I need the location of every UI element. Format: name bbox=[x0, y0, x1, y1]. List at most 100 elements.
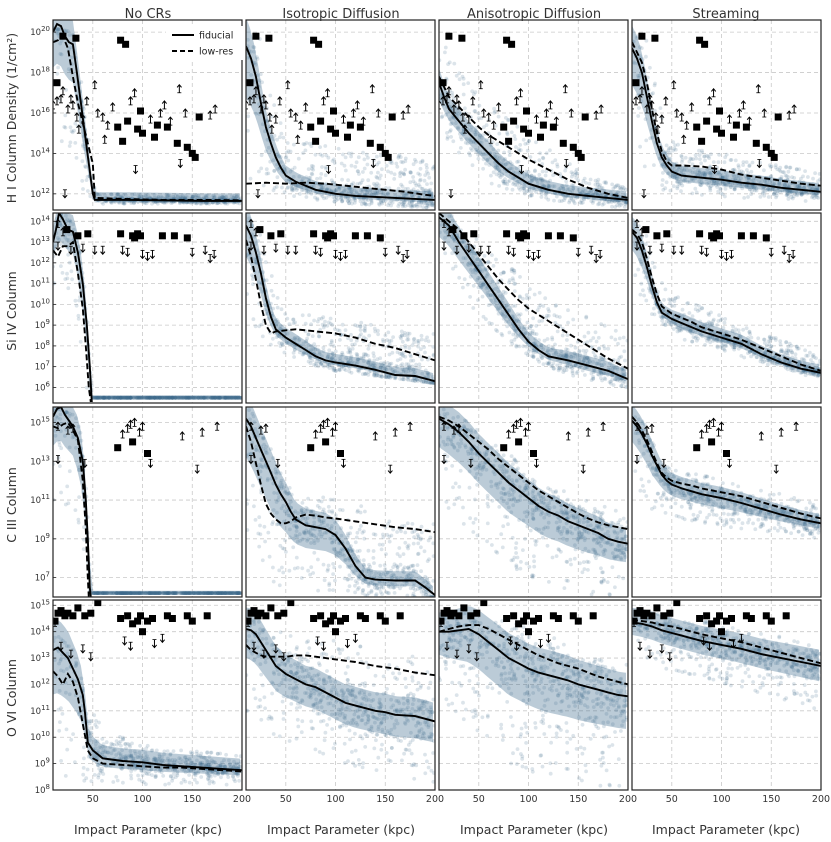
sim-point bbox=[162, 395, 167, 400]
obs-upper-limit bbox=[149, 249, 156, 260]
sim-point bbox=[178, 201, 182, 206]
sim-point bbox=[232, 201, 236, 205]
sim-point bbox=[362, 166, 367, 171]
sim-point bbox=[569, 170, 574, 175]
sim-point bbox=[574, 171, 579, 176]
sim-point bbox=[765, 188, 769, 193]
sim-point bbox=[181, 195, 185, 200]
sim-point bbox=[623, 202, 628, 207]
sim-point bbox=[708, 186, 713, 191]
sim-point bbox=[353, 196, 358, 201]
sim-point bbox=[385, 191, 390, 196]
sim-point bbox=[173, 395, 178, 400]
sim-point bbox=[98, 395, 103, 400]
sim-point bbox=[304, 195, 309, 199]
sim-point bbox=[368, 187, 372, 192]
sim-point bbox=[141, 195, 146, 200]
sim-point bbox=[708, 165, 713, 170]
sim-point bbox=[184, 200, 189, 205]
sim-point bbox=[683, 177, 687, 181]
sim-point bbox=[323, 165, 328, 170]
obs-lower-limit bbox=[269, 124, 275, 134]
sim-point bbox=[747, 163, 752, 168]
sim-point bbox=[346, 199, 350, 204]
obs-upper-limit bbox=[332, 249, 339, 260]
sim-point bbox=[144, 395, 148, 400]
sim-point bbox=[320, 194, 325, 199]
obs-detection bbox=[520, 125, 528, 133]
sim-point bbox=[445, 131, 449, 135]
sim-point bbox=[146, 395, 151, 400]
sim-point bbox=[699, 183, 703, 188]
sim-point bbox=[500, 172, 504, 177]
sim-point bbox=[398, 357, 403, 361]
sim-point bbox=[167, 195, 172, 200]
sim-point bbox=[101, 202, 106, 206]
sim-point bbox=[472, 109, 477, 113]
sim-point bbox=[66, 29, 70, 33]
sim-point bbox=[83, 164, 87, 169]
sim-point bbox=[421, 190, 426, 194]
sim-point bbox=[497, 168, 502, 173]
sim-point bbox=[570, 371, 575, 375]
obs-detection bbox=[327, 125, 335, 133]
sim-point bbox=[201, 395, 206, 400]
sim-point bbox=[799, 191, 803, 196]
sim-point bbox=[336, 146, 341, 151]
sim-point bbox=[494, 167, 499, 172]
sim-point bbox=[195, 195, 200, 200]
sim-point bbox=[643, 117, 648, 121]
sim-point bbox=[541, 362, 546, 366]
sim-point bbox=[473, 90, 478, 95]
sim-point bbox=[222, 395, 227, 400]
sim-point bbox=[347, 189, 351, 194]
sim-point bbox=[489, 173, 493, 178]
sim-point bbox=[226, 395, 231, 400]
sim-point bbox=[529, 189, 534, 194]
sim-point bbox=[477, 103, 482, 108]
sim-point bbox=[426, 202, 430, 206]
obs-lower-limit bbox=[182, 108, 188, 118]
sim-point bbox=[151, 395, 156, 400]
sim-point bbox=[455, 112, 460, 116]
sim-point bbox=[735, 183, 740, 188]
sim-point bbox=[372, 326, 377, 331]
sim-point bbox=[314, 191, 318, 196]
sim-point bbox=[379, 199, 383, 204]
sim-point bbox=[422, 195, 427, 200]
sim-point bbox=[407, 199, 412, 204]
sim-point bbox=[384, 375, 389, 380]
obs-detection bbox=[525, 129, 532, 137]
sim-point bbox=[683, 179, 687, 184]
sim-point bbox=[202, 195, 207, 200]
y-tick-label: 107 bbox=[35, 360, 50, 373]
sim-point bbox=[294, 188, 299, 192]
sim-point bbox=[481, 157, 486, 162]
sim-point bbox=[126, 395, 130, 400]
sim-point bbox=[772, 182, 776, 186]
sim-point bbox=[404, 362, 409, 366]
sim-point bbox=[234, 395, 238, 400]
obs-lower-limit bbox=[470, 96, 476, 106]
sim-point bbox=[168, 395, 173, 400]
sim-point bbox=[680, 166, 685, 171]
sim-point bbox=[136, 194, 141, 198]
sim-point bbox=[322, 364, 326, 369]
sim-point bbox=[137, 395, 141, 400]
sim-point bbox=[213, 395, 218, 400]
sim-point bbox=[540, 178, 545, 183]
sim-point bbox=[252, 49, 257, 54]
sim-point bbox=[107, 395, 112, 400]
sim-point bbox=[106, 395, 111, 400]
sim-point bbox=[575, 195, 579, 200]
sim-point bbox=[427, 175, 432, 180]
sim-point bbox=[234, 395, 238, 400]
sim-point bbox=[536, 357, 540, 362]
sim-point bbox=[778, 189, 783, 194]
sim-point bbox=[707, 171, 712, 176]
obs-lower-limit bbox=[639, 86, 645, 96]
sim-point bbox=[152, 395, 157, 400]
sim-point bbox=[377, 183, 381, 188]
sim-point bbox=[176, 194, 180, 198]
obs-detection bbox=[84, 230, 92, 238]
